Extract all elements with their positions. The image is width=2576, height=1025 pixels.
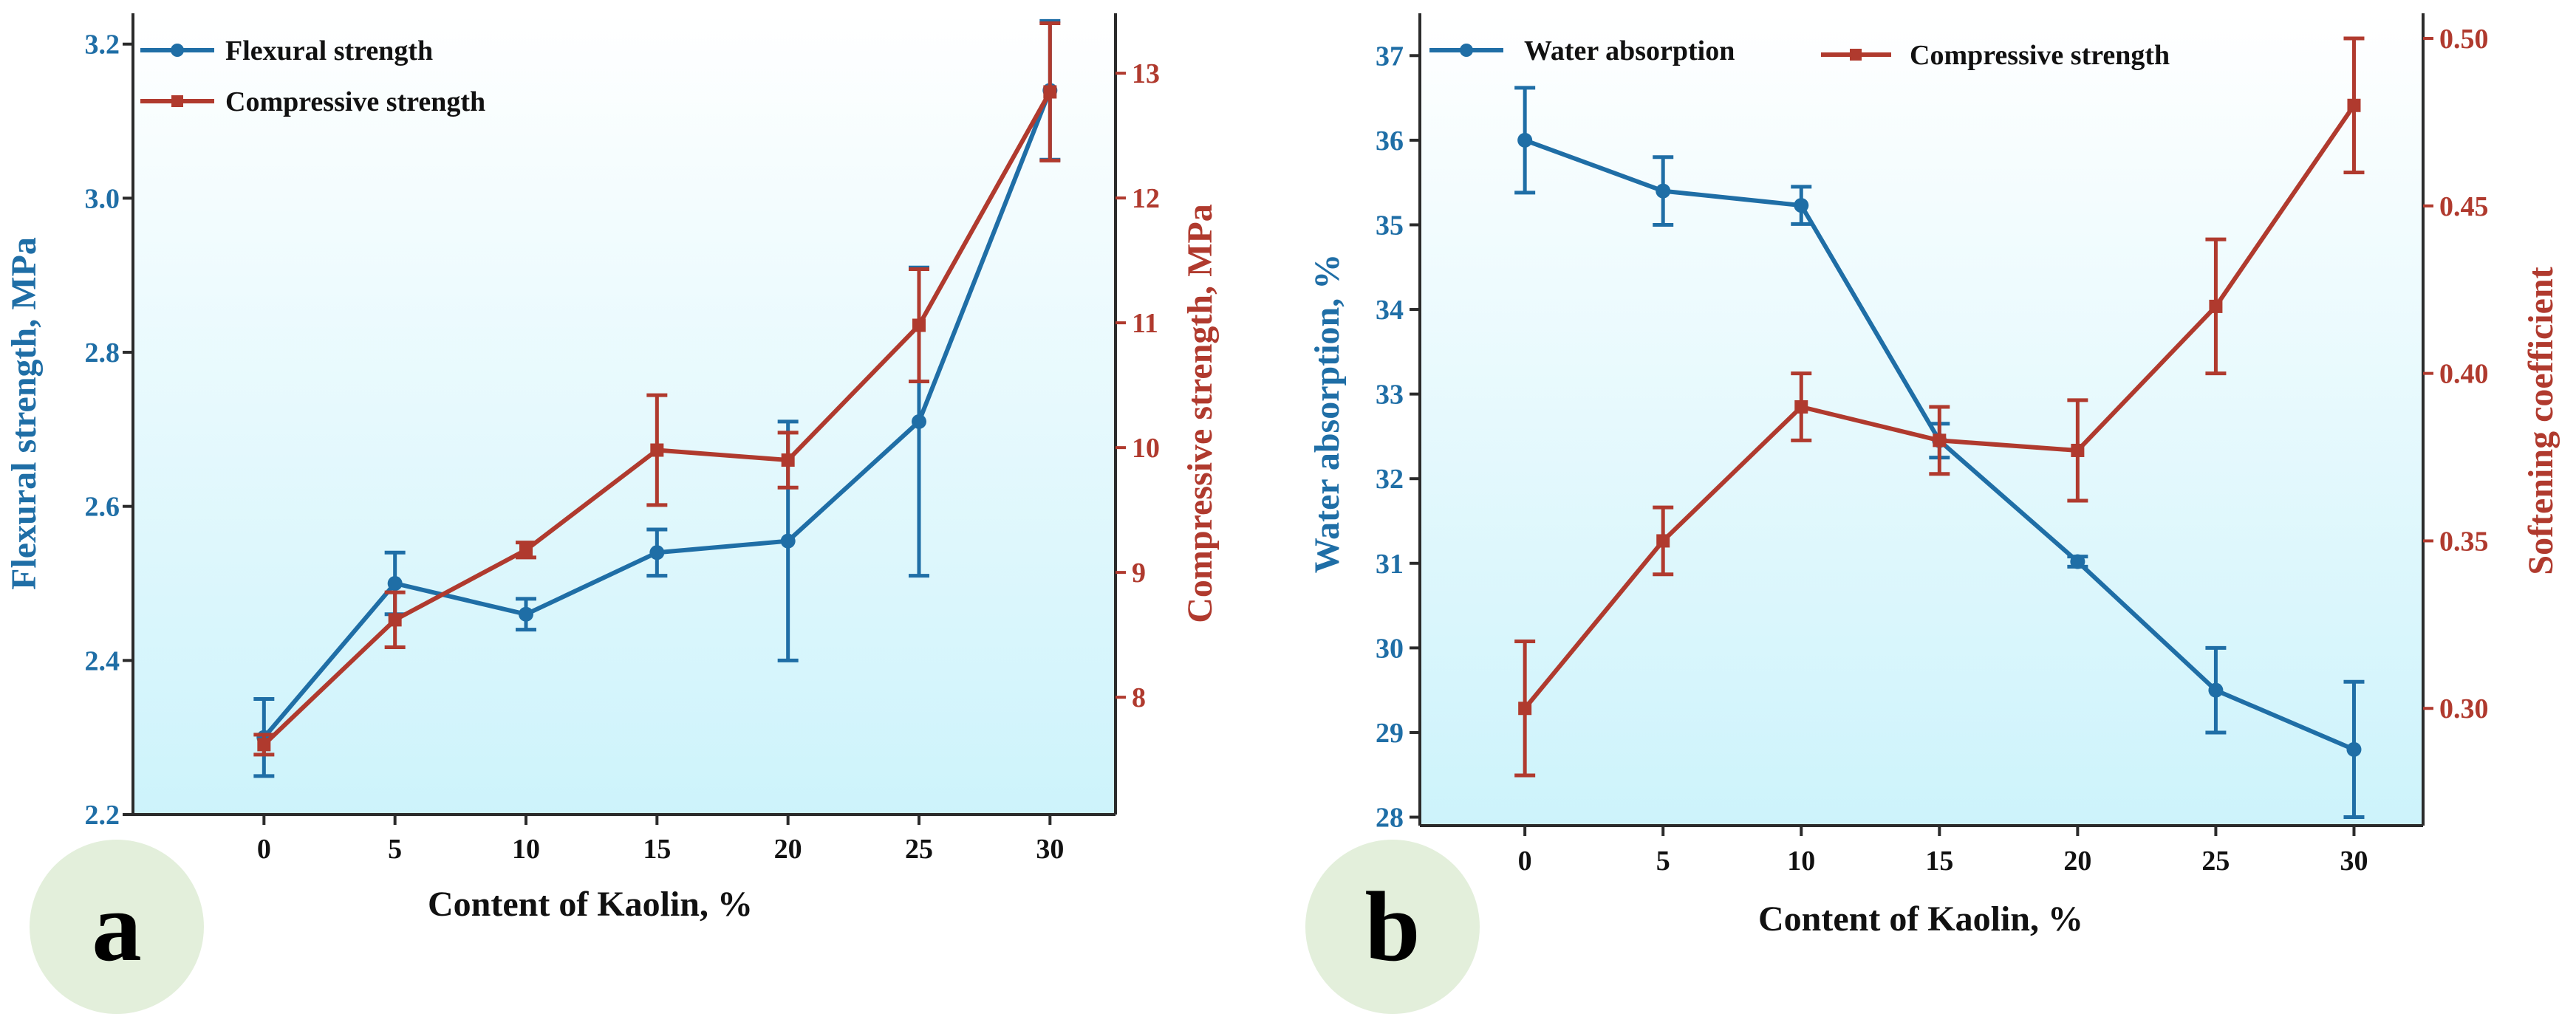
plot-a-right-axis-label: Compressive strength, MPa — [1181, 204, 1220, 623]
legend-a: Flexural strength Compressive strength — [140, 35, 485, 117]
plot-b-left-tick-label: 32 — [1376, 464, 1404, 495]
plot-b-x-tick-label: 25 — [2201, 846, 2230, 877]
plot-b-compressive-strength-point — [2071, 443, 2085, 457]
plot-b-left-tick-label: 36 — [1376, 126, 1404, 157]
plot-b-x-axis-label: Content of Kaolin, % — [1758, 899, 2083, 939]
plot-a-compressive-strength-point — [650, 443, 664, 457]
plot-a-left-tick-label: 3.2 — [85, 30, 120, 61]
plot-b-compressive-strength-point — [1656, 534, 1670, 548]
panel-b: 0 5 10 15 20 25 30 28 29 30 31 32 33 34 35 36 37 0.30 0.35… — [1305, 13, 2560, 1014]
plot-a-right-tick-label: 13 — [1132, 58, 1160, 89]
legend-a-flexural-marker — [171, 44, 184, 57]
legend-b-water-label: Water absorption — [1524, 35, 1735, 66]
plot-a-x-tick-label: 10 — [512, 834, 540, 865]
legend-b-water-marker — [1460, 44, 1473, 57]
plot-a-background — [133, 13, 1116, 815]
plot-a-compressive-strength-point — [912, 318, 926, 332]
plot-b-left-tick-label: 30 — [1376, 633, 1404, 664]
plot-b-compressive-strength-point — [1794, 400, 1808, 414]
plot-b-right-tick-label: 0.50 — [2439, 24, 2489, 55]
panel-b-badge-letter: b — [1364, 872, 1420, 982]
plot-b-compressive-strength-point — [2347, 98, 2361, 112]
plot-b-compressive-strength-point — [1518, 702, 1532, 716]
plot-a-x-tick-label: 20 — [774, 834, 802, 865]
plot-a-flexural-strength-point — [387, 576, 403, 592]
plot-b-x-tick-label: 10 — [1787, 846, 1815, 877]
plot-a-compressive-strength-point — [1043, 85, 1057, 99]
plot-a-compressive-strength-point — [388, 613, 402, 627]
plot-b-right-tick-label: 0.35 — [2439, 526, 2489, 557]
plot-a-left-tick-label: 2.2 — [85, 800, 120, 831]
plot-a-left-axis-label: Flexural strength, MPa — [4, 237, 44, 590]
plot-b-water-absorption-point — [2070, 554, 2085, 569]
plot-b-x-tick-label: 15 — [1925, 846, 1953, 877]
plot-b-x-tick-label: 20 — [2063, 846, 2091, 877]
plot-a-right-tick-label: 12 — [1132, 183, 1160, 214]
plot-a-left-tick-label: 3.0 — [85, 183, 120, 214]
plot-b-left-tick-label: 37 — [1376, 41, 1404, 72]
plot-b-left-tick-label: 34 — [1376, 295, 1404, 326]
panel-a: 0 5 10 15 20 25 30 2.2 2.4 2.6 2.8 3.0 3.2 8 9 10 11 12 13… — [4, 13, 1220, 1014]
plot-a-compressive-strength-point — [257, 738, 271, 752]
plot-b-x-tick-label: 5 — [1656, 846, 1670, 877]
plot-b-water-absorption-point — [1794, 198, 1809, 213]
plot-b-left-tick-label: 35 — [1376, 210, 1404, 241]
panel-b-badge: b — [1305, 840, 1480, 1014]
legend-a-flexural-label: Flexural strength — [225, 35, 433, 66]
plot-b-water-absorption-point — [1656, 183, 1671, 199]
plot-a-right-tick-label: 9 — [1132, 558, 1146, 589]
panel-a-badge: a — [30, 840, 204, 1014]
plot-b-left-axis-label: Water absorption, % — [1308, 254, 1347, 573]
plot-a-flexural-strength-point — [912, 414, 926, 429]
plot-a-flexural-strength-point — [649, 545, 665, 561]
plot-a-x-tick-label: 5 — [388, 834, 402, 865]
plot-b-compressive-strength-point — [2209, 299, 2223, 313]
plot-b-right-tick-label: 0.45 — [2439, 191, 2489, 222]
plot-a-marks — [253, 18, 1061, 778]
legend-b-compressive-marker — [1850, 49, 1862, 61]
panel-a-badge-letter: a — [92, 872, 142, 982]
plot-a-compressive-strength-point — [781, 453, 795, 467]
plot-b-water-absorption-point — [2208, 682, 2224, 698]
plot-b-right-tick-label: 0.30 — [2439, 693, 2489, 724]
plot-b-axes: 0 5 10 15 20 25 30 28 29 30 31 32 33 34 35 36 37 0.30 0.35… — [1376, 13, 2489, 877]
plot-b-x-tick-label: 30 — [2340, 846, 2368, 877]
plot-a-left-tick-label: 2.6 — [85, 492, 120, 523]
plot-b-x-tick-label: 0 — [1518, 846, 1532, 877]
plot-b-left-tick-label: 29 — [1376, 718, 1404, 749]
plot-a-right-tick-label: 11 — [1132, 308, 1158, 339]
panel-b-badge-circle — [1305, 840, 1480, 1014]
plot-a-flexural-strength-point — [519, 606, 533, 622]
plot-b-right-axis-label: Softening coefficient — [2521, 267, 2560, 575]
plot-a-compressive-strength-point — [519, 543, 533, 557]
plot-b-water-absorption-point — [1517, 132, 1533, 148]
plot-a-axes: 0 5 10 15 20 25 30 2.2 2.4 2.6 2.8 3.0 3.2 8 9 10 11 12 13 — [85, 13, 1160, 865]
plot-a-x-tick-label: 25 — [905, 834, 933, 865]
plot-a-right-tick-label: 8 — [1132, 682, 1146, 713]
legend-b: Water absorption Compressive strength — [1429, 35, 2170, 71]
plot-a-left-tick-label: 2.8 — [85, 337, 120, 368]
plot-a-right-tick-label: 10 — [1132, 433, 1160, 464]
plot-b-water-absorption-point — [2346, 741, 2362, 757]
plot-b-compressive-strength-point — [1933, 433, 1947, 448]
plot-a-left-tick-label: 2.4 — [85, 645, 120, 676]
plot-b-marks — [1514, 36, 2365, 820]
plot-a-x-tick-label: 15 — [643, 834, 671, 865]
legend-a-compressive-marker — [171, 95, 183, 107]
legend-a-compressive-label: Compressive strength — [225, 86, 485, 117]
panel-a-badge-circle — [30, 840, 204, 1014]
plot-b-left-tick-label: 28 — [1376, 803, 1404, 834]
plot-b-background — [1420, 13, 2423, 826]
plot-a-flexural-strength-point — [780, 533, 796, 549]
plot-a-x-tick-label: 30 — [1036, 834, 1064, 865]
plot-b-right-tick-label: 0.40 — [2439, 359, 2489, 390]
legend-b-compressive-label: Compressive strength — [1910, 40, 2170, 71]
plot-a-x-tick-label: 0 — [257, 834, 271, 865]
plot-a-x-axis-label: Content of Kaolin, % — [428, 885, 753, 924]
plot-b-left-tick-label: 33 — [1376, 380, 1404, 411]
plot-b-left-tick-label: 31 — [1376, 549, 1404, 580]
